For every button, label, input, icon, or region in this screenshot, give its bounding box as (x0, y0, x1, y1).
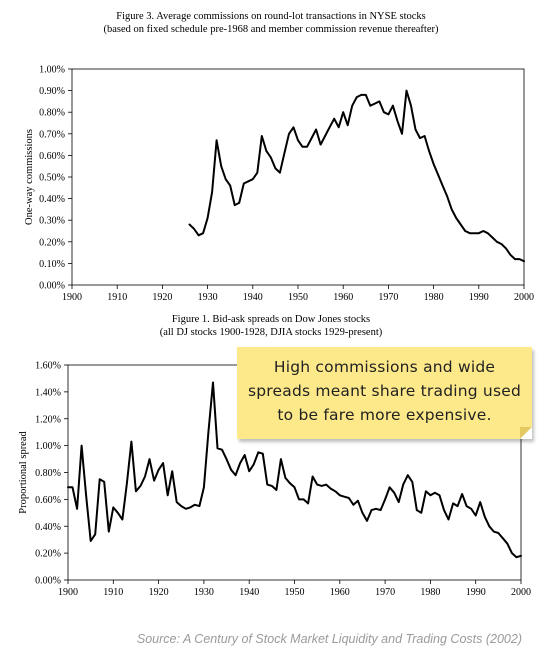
commissions-x-tick-label: 1960 (333, 292, 353, 303)
commissions-y-tick-label: 0.60% (39, 151, 65, 162)
spreads-x-tick-label: 2000 (511, 587, 531, 598)
spreads-y-tick-label: 0.40% (35, 522, 61, 533)
commissions-y-tick-label: 0.90% (39, 86, 65, 97)
commissions-y-tick-label: 1.00% (39, 65, 65, 76)
commissions-y-tick-label: 0.30% (39, 216, 65, 227)
spreads-y-axis-label: Proportional spread (18, 430, 29, 513)
figure-3-title: Figure 3. Average commissions on round-l… (116, 11, 426, 22)
commissions-y-tick-label: 0.80% (39, 108, 65, 119)
commissions-x-tick-label: 1910 (107, 292, 127, 303)
commissions-x-tick-label: 1940 (243, 292, 263, 303)
spreads-x-tick-label: 1910 (103, 587, 123, 598)
commissions-series-line (188, 89, 525, 263)
commissions-x-tick-label: 1950 (288, 292, 308, 303)
spreads-y-tick-label: 0.00% (35, 576, 61, 587)
spreads-y-tick-label: 0.20% (35, 549, 61, 560)
spreads-y-tick-label: 0.80% (35, 468, 61, 479)
callout-page-fold (520, 427, 532, 439)
figure-1-title: Figure 1. Bid-ask spreads on Dow Jones s… (171, 314, 371, 325)
spreads-x-tick-label: 1930 (194, 587, 214, 598)
spreads-x-tick-label: 1960 (330, 587, 350, 598)
figure-1-subtitle: (all DJ stocks 1900-1928, DJIA stocks 19… (159, 327, 383, 338)
sticky-note-callout: High commissions and wide spreads meant … (237, 347, 532, 439)
spreads-y-tick-label: 0.60% (35, 495, 61, 506)
source-citation: Source: A Century of Stock Market Liquid… (136, 632, 522, 646)
figure-1-title-block: Figure 1. Bid-ask spreads on Dow Jones s… (0, 313, 542, 339)
spreads-y-tick-label: 1.20% (35, 414, 61, 425)
spreads-x-tick-label: 1900 (58, 587, 78, 598)
spreads-y-tick-label: 1.60% (35, 361, 61, 372)
commissions-y-axis-label: One-way commissions (24, 129, 35, 225)
commissions-x-tick-label: 1930 (198, 292, 218, 303)
figure-3-title-block: Figure 3. Average commissions on round-l… (0, 10, 542, 36)
spreads-x-tick-label: 1950 (285, 587, 305, 598)
spreads-x-tick-label: 1990 (466, 587, 486, 598)
figure-3-subtitle: (based on fixed schedule pre-1968 and me… (103, 24, 439, 35)
commissions-y-tick-label: 0.00% (39, 281, 65, 292)
commissions-chart: 0.00% 0.10% 0.20% 0.30% 0.40% 0.50% 0.60% 0.70%… (24, 65, 534, 304)
commissions-x-tick-label: 1970 (378, 292, 398, 303)
spreads-x-tick-label: 1940 (239, 587, 259, 598)
spreads-x-tick-label: 1970 (375, 587, 395, 598)
commissions-x-tick-label: 2000 (514, 292, 534, 303)
spreads-series-line (67, 381, 522, 559)
commissions-x-tick-label: 1900 (62, 292, 82, 303)
commissions-y-tick-label: 0.40% (39, 194, 65, 205)
commissions-y-tick-label: 0.50% (39, 173, 65, 184)
spreads-x-tick-label: 1920 (149, 587, 169, 598)
commissions-x-tick-label: 1920 (152, 292, 172, 303)
commissions-y-tick-label: 0.20% (39, 237, 65, 248)
callout-text: High commissions and wide spreads meant … (247, 358, 522, 424)
commissions-x-tick-label: 1980 (424, 292, 444, 303)
spreads-y-tick-label: 1.00% (35, 441, 61, 452)
spreads-y-tick-label: 1.40% (35, 387, 61, 398)
commissions-y-tick-label: 0.70% (39, 129, 65, 140)
commissions-y-tick-label: 0.10% (39, 259, 65, 270)
commissions-x-tick-label: 1990 (469, 292, 489, 303)
spreads-x-tick-label: 1980 (420, 587, 440, 598)
